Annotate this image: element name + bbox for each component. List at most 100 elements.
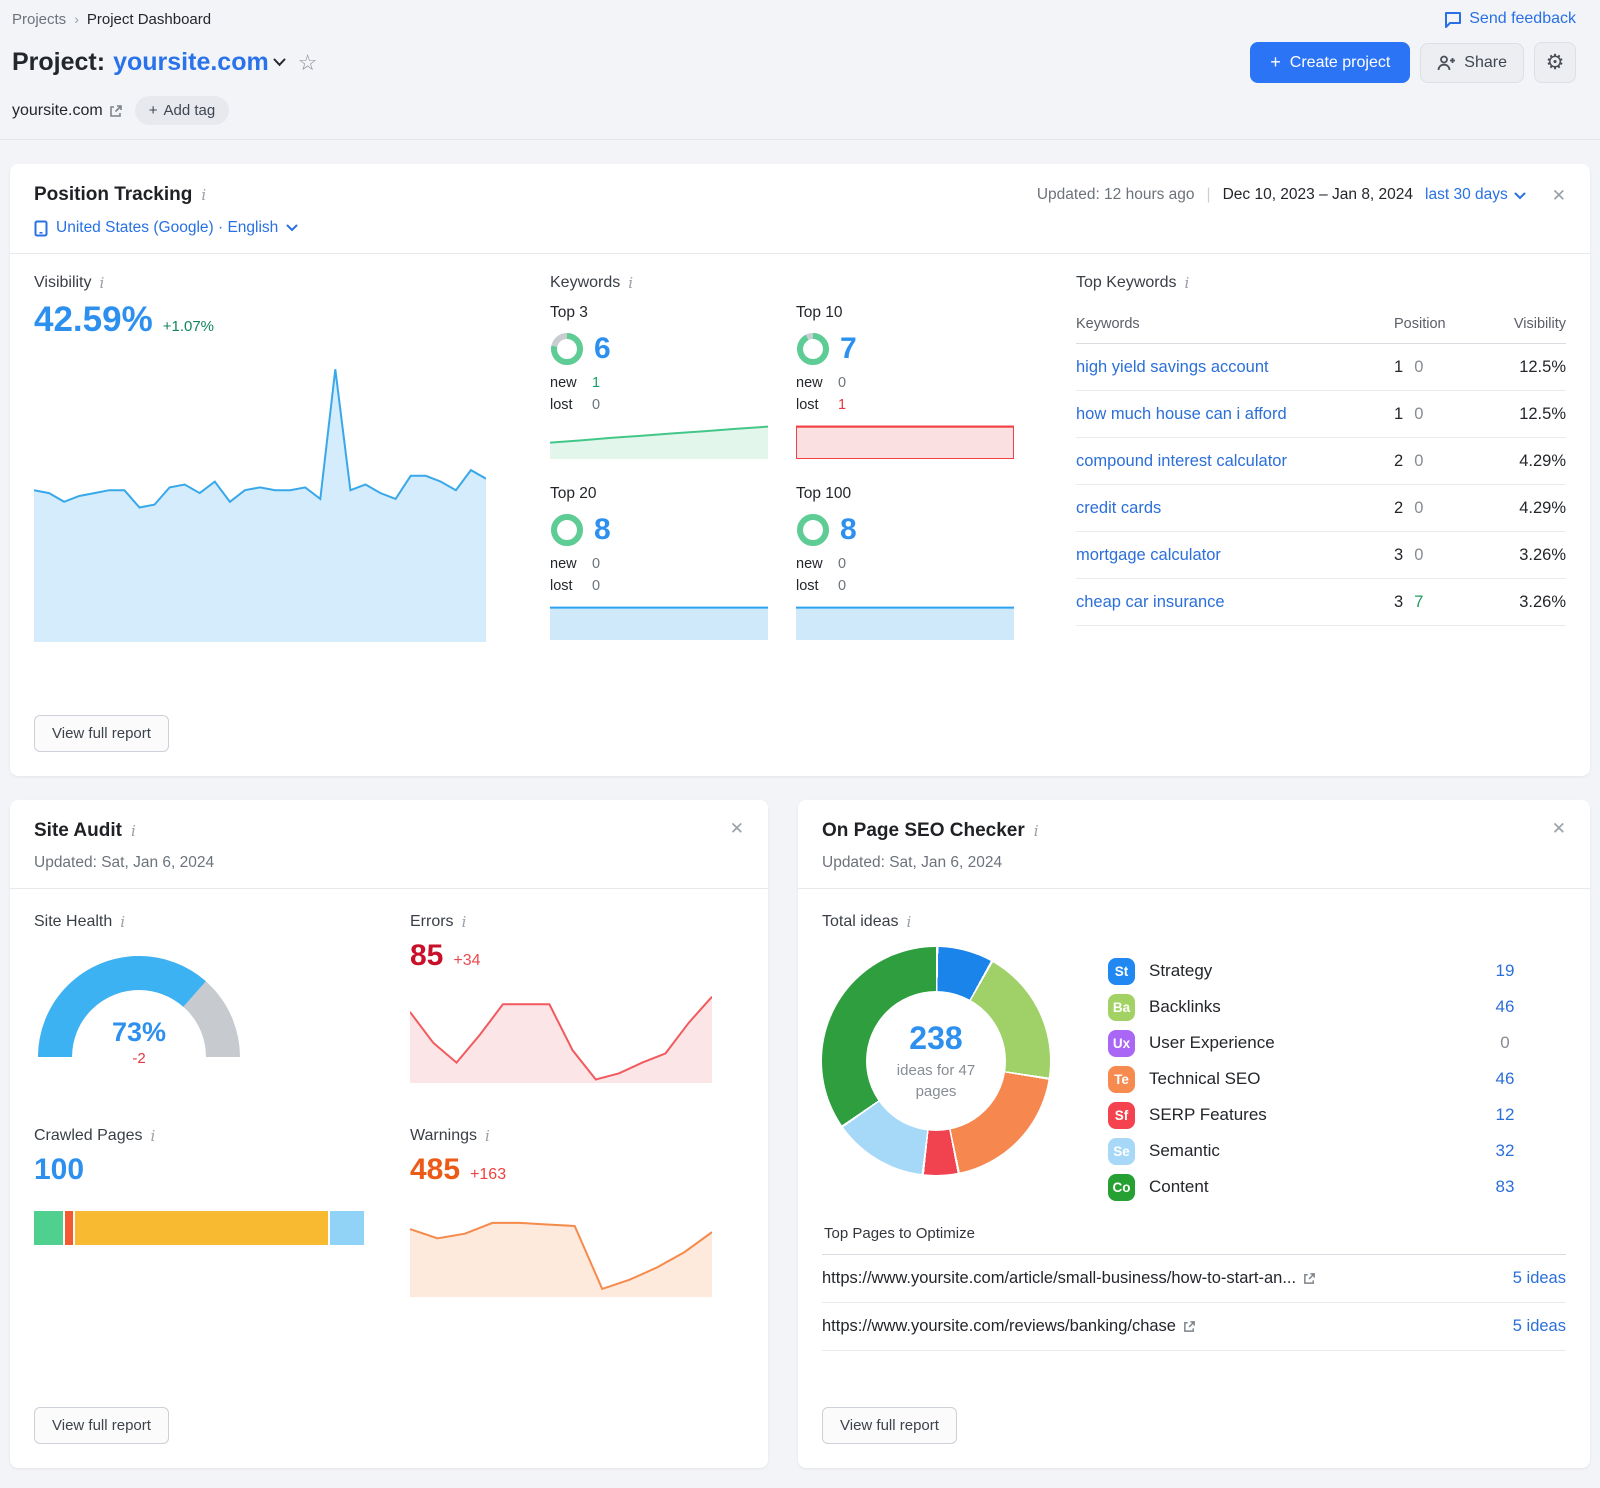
semantic-badge-icon: Se bbox=[1108, 1137, 1135, 1165]
breadcrumb-separator-icon: › bbox=[74, 11, 79, 27]
top20-trend-chart bbox=[550, 604, 768, 640]
divider bbox=[10, 888, 768, 889]
keyword-link[interactable]: high yield savings account bbox=[1076, 357, 1269, 376]
keywords-section: Keywords i Top 3 6 new 1 lost 0 bbox=[550, 274, 1040, 642]
legend-count-link[interactable]: 0 bbox=[1500, 1033, 1510, 1052]
site-health-value: 73% bbox=[111, 1017, 167, 1047]
view-full-report-button[interactable]: View full report bbox=[822, 1407, 957, 1444]
person-add-icon bbox=[1437, 55, 1456, 71]
info-icon[interactable]: i bbox=[99, 274, 105, 292]
legend-count-link[interactable]: 46 bbox=[1495, 997, 1515, 1016]
send-feedback-link[interactable]: Send feedback bbox=[1444, 10, 1576, 28]
visibility-value: 12.5% bbox=[1519, 357, 1566, 376]
external-link-icon[interactable] bbox=[1183, 1320, 1196, 1333]
close-icon[interactable]: ✕ bbox=[1551, 819, 1566, 838]
range-label: last 30 days bbox=[1425, 186, 1508, 203]
site-health-gauge-chart bbox=[34, 947, 244, 1067]
ideas-legend: St Strategy 19 Ba Backlinks 46 Ux User E… bbox=[1108, 947, 1528, 1205]
visibility-value: 3.26% bbox=[1519, 592, 1566, 611]
close-icon[interactable]: ✕ bbox=[1551, 185, 1566, 205]
technical-seo-badge-icon: Te bbox=[1108, 1065, 1135, 1093]
info-icon[interactable]: i bbox=[1184, 274, 1190, 292]
ideas-count-link[interactable]: 5 ideas bbox=[1512, 1317, 1566, 1335]
position-value: 2 bbox=[1394, 451, 1404, 470]
info-icon[interactable]: i bbox=[150, 1127, 156, 1145]
keywords-top100-card: Top 100 8 new 0 lost 0 bbox=[796, 485, 1014, 640]
top100-value: 8 bbox=[840, 513, 857, 546]
favorite-star-icon[interactable]: ☆ bbox=[297, 49, 318, 75]
breadcrumb-projects[interactable]: Projects bbox=[12, 10, 67, 28]
legend-count-link[interactable]: 46 bbox=[1495, 1069, 1515, 1088]
errors-value: 85 bbox=[410, 939, 444, 972]
position-change: 0 bbox=[1414, 451, 1424, 470]
date-range: Dec 10, 2023 – Jan 8, 2024 bbox=[1222, 186, 1414, 203]
top3-ring-chart bbox=[550, 332, 584, 366]
info-icon[interactable]: i bbox=[628, 274, 634, 292]
keyword-link[interactable]: mortgage calculator bbox=[1076, 545, 1221, 564]
keyword-link[interactable]: compound interest calculator bbox=[1076, 451, 1287, 470]
info-icon[interactable]: i bbox=[1033, 822, 1039, 840]
legend-item-semantic: Se Semantic 32 bbox=[1108, 1133, 1528, 1169]
legend-item-serp-features: Sf SERP Features 12 bbox=[1108, 1097, 1528, 1133]
project-name-dropdown[interactable]: yoursite.com bbox=[113, 48, 286, 77]
external-link-icon[interactable] bbox=[1303, 1272, 1316, 1285]
updated-timestamp: Updated: Sat, Jan 6, 2024 bbox=[822, 854, 1003, 871]
top3-value: 6 bbox=[594, 332, 611, 365]
top10-trend-chart bbox=[796, 423, 1014, 459]
new-label: new bbox=[796, 556, 823, 572]
keyword-link[interactable]: cheap car insurance bbox=[1076, 592, 1225, 611]
legend-count-link[interactable]: 12 bbox=[1495, 1105, 1515, 1124]
legend-item-strategy: St Strategy 19 bbox=[1108, 953, 1528, 989]
position-change: 0 bbox=[1414, 357, 1424, 376]
send-feedback-label: Send feedback bbox=[1469, 10, 1576, 27]
top3-trend-chart bbox=[550, 423, 768, 459]
project-domain-link[interactable]: yoursite.com bbox=[12, 102, 123, 120]
date-range-selector[interactable]: last 30 days bbox=[1425, 186, 1526, 204]
top10-ring-chart bbox=[796, 332, 830, 366]
position-value: 3 bbox=[1394, 545, 1404, 564]
visibility-value: 4.29% bbox=[1519, 451, 1566, 470]
view-full-report-button[interactable]: View full report bbox=[34, 1407, 169, 1444]
create-project-button[interactable]: + Create project bbox=[1250, 42, 1411, 83]
info-icon[interactable]: i bbox=[906, 913, 912, 931]
warnings-trend-chart bbox=[410, 1201, 712, 1297]
close-icon[interactable]: ✕ bbox=[729, 819, 744, 838]
table-header-row: Keywords Position Visibility bbox=[1076, 304, 1566, 344]
info-icon[interactable]: i bbox=[484, 1127, 490, 1145]
legend-count-link[interactable]: 83 bbox=[1495, 1177, 1515, 1196]
legend-count-link[interactable]: 19 bbox=[1495, 961, 1515, 980]
chevron-down-icon bbox=[273, 58, 286, 67]
page-url: https://www.yoursite.com/reviews/banking… bbox=[822, 1317, 1176, 1335]
info-icon[interactable]: i bbox=[201, 186, 207, 204]
keyword-link[interactable]: how much house can i afford bbox=[1076, 404, 1287, 423]
top-keywords-title: Top Keywords bbox=[1076, 274, 1177, 291]
locale-selector[interactable]: United States (Google) · English bbox=[34, 219, 298, 237]
divider bbox=[10, 253, 1590, 254]
crawled-pages-section: Crawled Pages i 100 bbox=[34, 1127, 364, 1297]
top3-lost: 0 bbox=[592, 397, 601, 413]
share-button[interactable]: Share bbox=[1420, 42, 1524, 83]
content-badge-icon: Co bbox=[1108, 1173, 1135, 1201]
legend-item-content: Co Content 83 bbox=[1108, 1169, 1528, 1205]
info-icon[interactable]: i bbox=[120, 913, 126, 931]
info-icon[interactable]: i bbox=[461, 913, 467, 931]
add-tag-button[interactable]: + Add tag bbox=[134, 96, 230, 125]
page-url: https://www.yoursite.com/article/small-b… bbox=[822, 1269, 1297, 1287]
ideas-count-link[interactable]: 5 ideas bbox=[1512, 1269, 1566, 1287]
keyword-link[interactable]: credit cards bbox=[1076, 498, 1162, 517]
position-value: 3 bbox=[1394, 592, 1404, 611]
info-icon[interactable]: i bbox=[130, 822, 136, 840]
total-ideas-label: Total ideas bbox=[822, 913, 899, 930]
col-position: Position bbox=[1394, 315, 1446, 332]
view-full-report-button[interactable]: View full report bbox=[34, 715, 169, 752]
legend-count-link[interactable]: 32 bbox=[1495, 1141, 1515, 1160]
ideas-donut-chart: 238 ideas for 47 pages bbox=[822, 947, 1050, 1175]
settings-gear-button[interactable]: ⚙ bbox=[1534, 42, 1576, 83]
lost-label: lost bbox=[550, 397, 573, 413]
external-link-icon bbox=[109, 104, 123, 118]
errors-section: Errors i 85 +34 bbox=[410, 913, 712, 1083]
domain-text: yoursite.com bbox=[12, 101, 103, 119]
